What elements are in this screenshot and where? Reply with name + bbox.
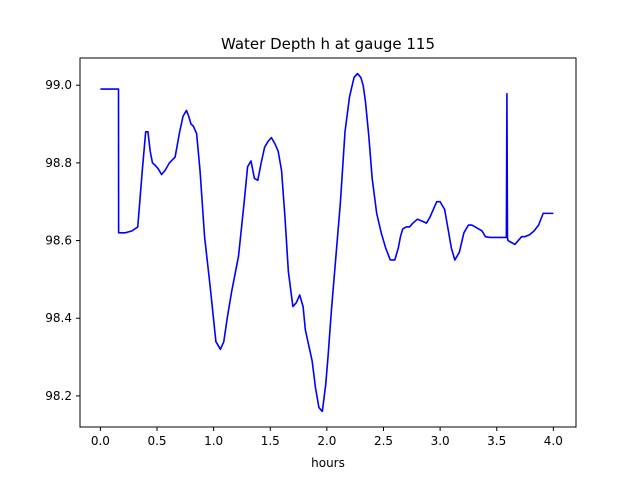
x-tick-label: 0.5 xyxy=(147,434,166,448)
y-axis: 98.2 98.4 98.6 98.8 99.0 xyxy=(45,78,80,403)
x-axis: 0.0 0.5 1.0 1.5 2.0 2.5 3.0 3.5 4.0 xyxy=(91,427,563,448)
x-tick-label: 4.0 xyxy=(544,434,563,448)
x-tick-label: 0.0 xyxy=(91,434,110,448)
y-tick-label: 98.2 xyxy=(45,389,72,403)
y-tick-label: 98.6 xyxy=(45,234,72,248)
x-tick-label: 2.0 xyxy=(317,434,336,448)
chart-title: Water Depth h at gauge 115 xyxy=(221,35,435,53)
x-tick-label: 3.5 xyxy=(487,434,506,448)
y-tick-label: 99.0 xyxy=(45,78,72,92)
series-line xyxy=(100,72,554,413)
x-tick-label: 1.5 xyxy=(261,434,280,448)
x-tick-label: 2.5 xyxy=(374,434,393,448)
plot-frame xyxy=(79,57,577,428)
x-tick-label: 3.0 xyxy=(431,434,450,448)
y-tick-label: 98.4 xyxy=(45,311,72,325)
plot-area xyxy=(100,72,554,413)
y-tick-label: 98.8 xyxy=(45,156,72,170)
x-axis-label: hours xyxy=(311,456,345,470)
x-tick-label: 1.0 xyxy=(204,434,223,448)
